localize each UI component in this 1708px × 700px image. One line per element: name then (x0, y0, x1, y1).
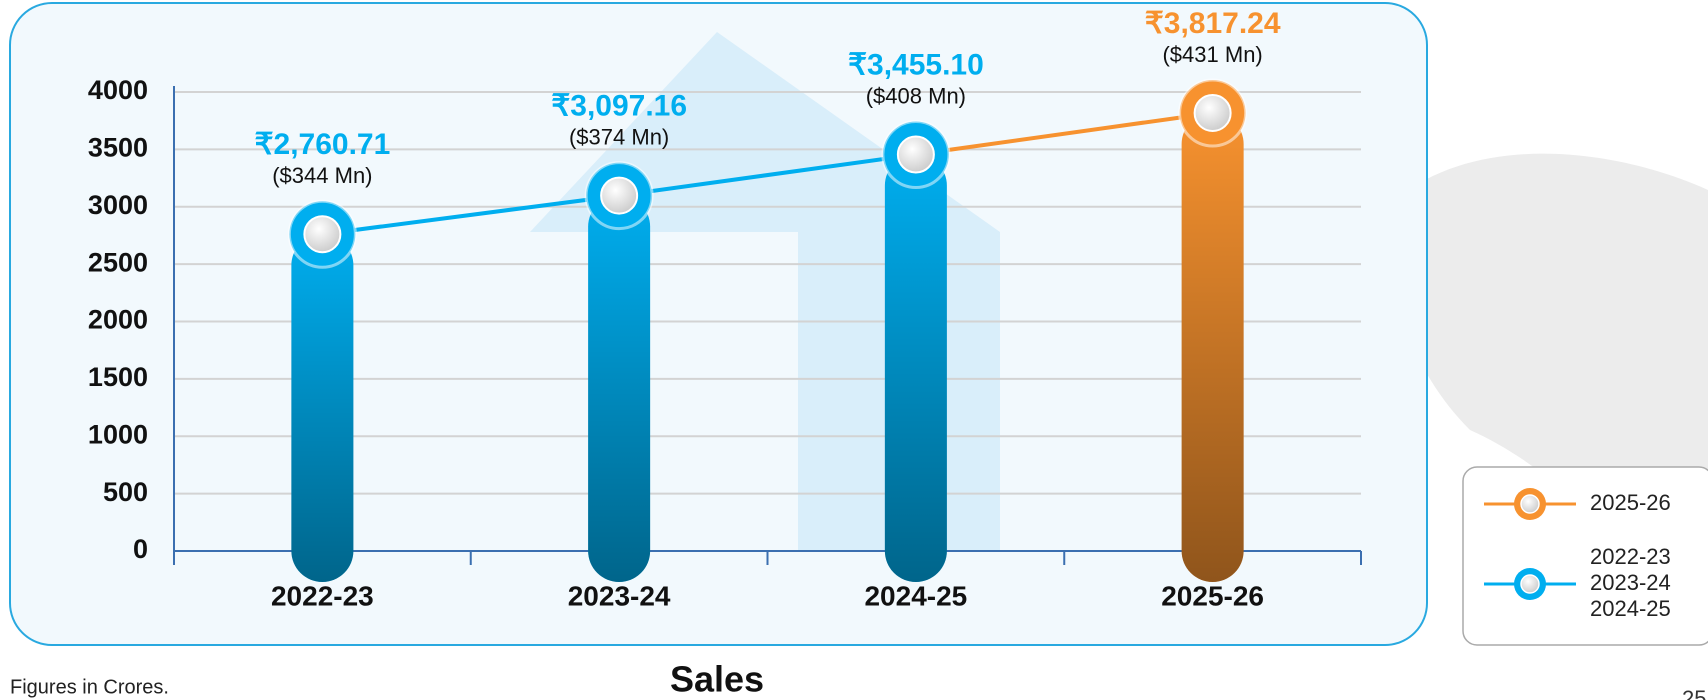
usd-label: ($374 Mn) (569, 124, 669, 149)
value-label: ₹3,455.10 (848, 48, 984, 81)
legend-marker-inner (1520, 574, 1540, 594)
y-tick-label: 2500 (88, 247, 148, 277)
marker-inner (600, 176, 639, 215)
legend-box (1462, 466, 1708, 646)
y-tick-label: 4000 (88, 75, 148, 105)
y-tick-label: 0 (133, 534, 148, 564)
marker-inner (303, 215, 342, 254)
legend-label: 2024-25 (1590, 596, 1671, 621)
x-tick-label: 2025-26 (1161, 580, 1264, 611)
marker-inner (896, 135, 935, 174)
y-tick-label: 1500 (88, 362, 148, 392)
x-tick-label: 2022-23 (271, 580, 374, 611)
value-label: ₹3,817.24 (1145, 7, 1281, 40)
marker-inner (1193, 93, 1232, 132)
y-tick-label: 3500 (88, 133, 148, 163)
bar-shade (1181, 112, 1244, 582)
legend-label: 2023-24 (1590, 570, 1671, 595)
footnote: Figures in Crores. (10, 676, 169, 698)
bar-shade (291, 234, 354, 582)
usd-label: ($408 Mn) (866, 83, 966, 108)
trend-line (618, 152, 917, 198)
usd-label: ($431 Mn) (1162, 42, 1262, 67)
bar-shade (884, 154, 947, 582)
page-number: 25 (1682, 686, 1706, 700)
bar-shade (588, 195, 651, 582)
chart-title: Sales (670, 659, 764, 700)
trend-line (322, 193, 620, 237)
x-tick-label: 2024-25 (864, 580, 967, 611)
value-label: ₹3,097.16 (551, 90, 687, 123)
y-tick-label: 1000 (88, 419, 148, 449)
usd-label: ($344 Mn) (272, 163, 372, 188)
panel (9, 2, 1428, 646)
x-tick-label: 2023-24 (568, 580, 671, 611)
value-label: ₹2,760.71 (254, 128, 390, 161)
legend-label: 2025-26 (1590, 490, 1671, 515)
legend-label: 2022-23 (1590, 544, 1671, 569)
trend-line (915, 110, 1213, 157)
y-tick-label: 2000 (88, 305, 148, 335)
y-tick-label: 3000 (88, 190, 148, 220)
y-tick-label: 500 (103, 477, 148, 507)
legend-marker-inner (1520, 494, 1540, 514)
